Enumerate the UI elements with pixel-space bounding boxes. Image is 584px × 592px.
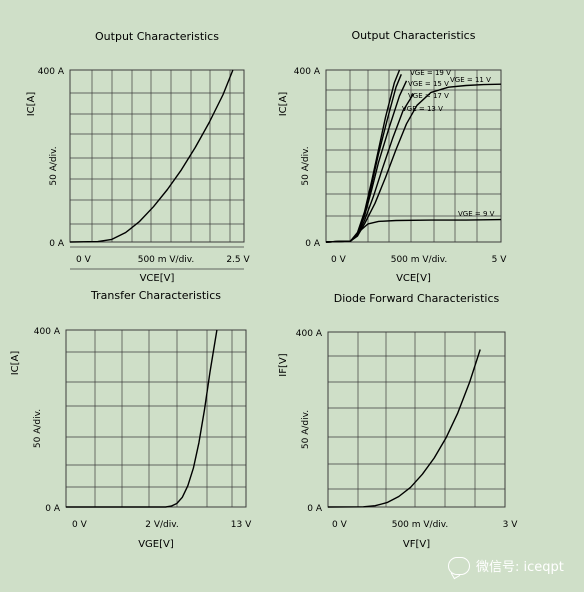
x-tick-label: 2.5 V bbox=[226, 255, 250, 265]
series-label: VGE = 19 V bbox=[410, 69, 451, 77]
x-axis-label: VF[V] bbox=[403, 539, 430, 550]
y-axis-label: IC[A] bbox=[26, 92, 37, 117]
y-axis-label: IF[V] bbox=[278, 353, 289, 376]
x-axis-label: VGE[V] bbox=[138, 539, 174, 550]
wechat-icon bbox=[448, 556, 470, 575]
y-tick-label: 0 A bbox=[307, 504, 323, 514]
x-tick-label: 13 V bbox=[231, 520, 252, 530]
chart-title: Transfer Characteristics bbox=[90, 289, 221, 302]
y-tick-label: 400 A bbox=[34, 327, 61, 337]
watermark: 微信号: iceqpt bbox=[448, 556, 564, 575]
series-line bbox=[325, 218, 502, 243]
x-tick-label: 0 V bbox=[76, 255, 92, 265]
plot-frame bbox=[327, 331, 506, 508]
series-label: VGE = 15 V bbox=[408, 80, 449, 88]
x-axis-label: VCE[V] bbox=[140, 273, 175, 284]
plot-frame bbox=[69, 69, 245, 243]
chart-title: Output Characteristics bbox=[95, 30, 219, 43]
y-tick-label: 0 A bbox=[45, 504, 61, 514]
y-scale-label: 50 A/div. bbox=[301, 146, 311, 185]
y-tick-label: 0 A bbox=[305, 239, 321, 249]
series-label: VGE = 17 V bbox=[408, 92, 449, 100]
y-tick-label: 400 A bbox=[296, 329, 323, 339]
y-scale-label: 50 A/div. bbox=[33, 409, 43, 448]
series-line bbox=[66, 329, 218, 508]
series-label: VGE = 9 V bbox=[458, 210, 495, 218]
x-tick-label: 0 V bbox=[331, 255, 347, 265]
chart-title: Output Characteristics bbox=[352, 29, 476, 42]
series-line bbox=[325, 80, 408, 243]
series-label: VGE = 13 V bbox=[402, 105, 443, 113]
x-tick-label: 0 V bbox=[332, 520, 348, 530]
x-tick-label: 500 m V/div. bbox=[138, 255, 195, 265]
x-tick-label: 2 V/div. bbox=[145, 520, 178, 530]
series-label: VGE = 11 V bbox=[450, 76, 491, 84]
plot-frame bbox=[65, 329, 247, 508]
y-tick-label: 400 A bbox=[294, 67, 321, 77]
series-line bbox=[69, 69, 234, 243]
x-tick-label: 500 m V/div. bbox=[392, 520, 449, 530]
x-tick-label: 3 V bbox=[503, 520, 519, 530]
x-tick-label: 5 V bbox=[492, 255, 508, 265]
y-tick-label: 0 A bbox=[49, 239, 65, 249]
y-tick-label: 400 A bbox=[38, 67, 65, 77]
x-tick-label: 0 V bbox=[72, 520, 88, 530]
x-axis-label: VCE[V] bbox=[396, 273, 431, 284]
y-scale-label: 50 A/div. bbox=[301, 410, 311, 449]
chart-title: Diode Forward Characteristics bbox=[334, 292, 500, 305]
plot-frame bbox=[325, 69, 502, 243]
x-tick-label: 500 m V/div. bbox=[391, 255, 448, 265]
y-scale-label: 50 A/div. bbox=[49, 146, 59, 185]
y-axis-label: IC[A] bbox=[278, 92, 289, 117]
series-line bbox=[327, 349, 481, 508]
watermark-text: 微信号: iceqpt bbox=[476, 560, 564, 575]
y-axis-label: IC[A] bbox=[10, 351, 21, 376]
